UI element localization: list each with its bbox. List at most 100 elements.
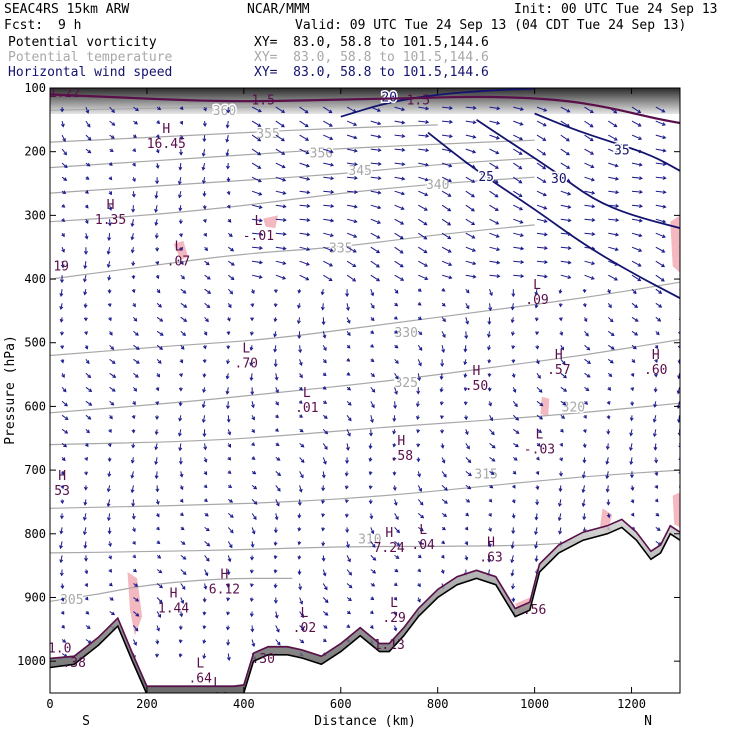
wind-vector [678, 415, 680, 423]
wind-vector-head [249, 362, 254, 367]
wind-vector [227, 415, 230, 422]
y-tick-label: 200 [24, 145, 46, 159]
wind-vector [299, 457, 305, 463]
wind-vector [679, 162, 680, 164]
wind-vector-head [61, 233, 65, 238]
wind-vector-head [487, 373, 492, 378]
wind-vector-head [511, 530, 516, 535]
wind-vector [465, 232, 475, 239]
wind-vector-head [306, 176, 311, 181]
wind-vector-head [134, 627, 139, 632]
pv-extremum-value: 6.12 [209, 583, 240, 598]
wind-vector [133, 372, 139, 378]
wind-vector-head [662, 135, 667, 140]
wind-vector-head [133, 568, 137, 573]
wind-vector [608, 120, 617, 128]
wind-vector-head [630, 387, 635, 392]
wind-vector-head [84, 471, 88, 476]
wind-vector-head [207, 290, 212, 294]
wind-vector-head [441, 288, 446, 292]
wind-vector-head [490, 431, 495, 436]
wind-vector-head [107, 530, 112, 535]
wind-vector [252, 246, 263, 249]
wind-vector [465, 457, 471, 463]
wind-vector-head [107, 222, 112, 227]
wind-vector-head [226, 360, 230, 365]
wind-vector [584, 274, 595, 280]
wind-vector-head [472, 274, 477, 279]
wind-vector-head [277, 487, 281, 492]
wind-vector-head [158, 303, 162, 308]
wind-vector-head [560, 346, 564, 351]
wind-vector-head [685, 264, 688, 267]
wind-vector-head [179, 473, 184, 478]
wind-vector-head [567, 191, 572, 196]
wind-vector-head [638, 248, 643, 252]
wind-vector-head [423, 235, 428, 240]
wind-vector-head [257, 165, 262, 169]
wind-vector [107, 247, 111, 255]
wind-vector-head [329, 248, 334, 252]
wind-vector-head [107, 473, 112, 478]
wind-vector-head [111, 360, 116, 365]
wind-vector-head [273, 569, 278, 574]
wind-vector-head [183, 318, 188, 322]
y-tick-label: 800 [24, 527, 46, 541]
wind-vector-head [464, 416, 468, 421]
wind-vector-head [425, 148, 430, 153]
wind-vector-head [515, 430, 520, 434]
wind-vector-head [653, 388, 658, 393]
wind-vector-head [518, 151, 523, 155]
wind-vector-head [61, 204, 66, 208]
wind-vector-head [632, 345, 637, 350]
wind-vector-head [344, 485, 349, 490]
theta-contour-label: 335 [329, 241, 352, 256]
wind-vector-head [85, 109, 90, 114]
wind-vector-head [637, 109, 642, 114]
wind-vector-head [558, 530, 562, 535]
theta-contour-label: 330 [394, 326, 417, 341]
wind-vector-head [347, 401, 352, 406]
wind-vector [489, 120, 500, 124]
wind-vector-head [487, 359, 492, 364]
wind-vector-head [201, 419, 206, 424]
wind-vector-head [108, 176, 113, 181]
wind-vector-head [250, 628, 255, 633]
wind-vector-head [281, 151, 286, 155]
wind-vector-head [154, 475, 159, 480]
wind-vector-head [297, 541, 302, 546]
wind-vector [346, 232, 357, 238]
wind-vector [679, 218, 680, 220]
wind-vector-head [83, 304, 88, 309]
wind-vector [299, 359, 303, 366]
wind-vector-head [586, 346, 591, 351]
wind-vector-head [417, 583, 421, 588]
x-tick-label: 200 [136, 697, 158, 711]
wind-vector-head [323, 415, 328, 419]
wind-vector-head [59, 559, 64, 564]
field-xy-wind: XY= 83.0, 58.8 to 101.5,144.6 [254, 65, 489, 80]
wind-vector-head [323, 347, 327, 352]
wind-vector-head [274, 614, 279, 619]
wind-vector-head [62, 138, 66, 142]
wind-vector-head [608, 304, 612, 309]
wind-vector [275, 246, 286, 250]
wind-vector-head [61, 248, 65, 253]
wind-vector-head [300, 474, 304, 479]
wind-vector-head [370, 344, 375, 348]
wind-vector-head [370, 596, 375, 601]
wind-vector [274, 345, 277, 352]
wind-vector [560, 204, 571, 208]
wind-vector-head [60, 597, 65, 602]
wind-vector-head [107, 237, 112, 242]
wind-vector-head [204, 572, 209, 577]
pv-low-marker: L [390, 596, 398, 611]
wind-vector [370, 204, 381, 209]
wind-vector [536, 190, 547, 196]
pv-low-marker: L [536, 427, 544, 442]
wind-vector-head [589, 137, 594, 142]
wind-vector-head [323, 359, 327, 364]
wind-vector [679, 120, 680, 122]
wind-vector [536, 400, 543, 406]
wind-vector-head [178, 461, 183, 465]
